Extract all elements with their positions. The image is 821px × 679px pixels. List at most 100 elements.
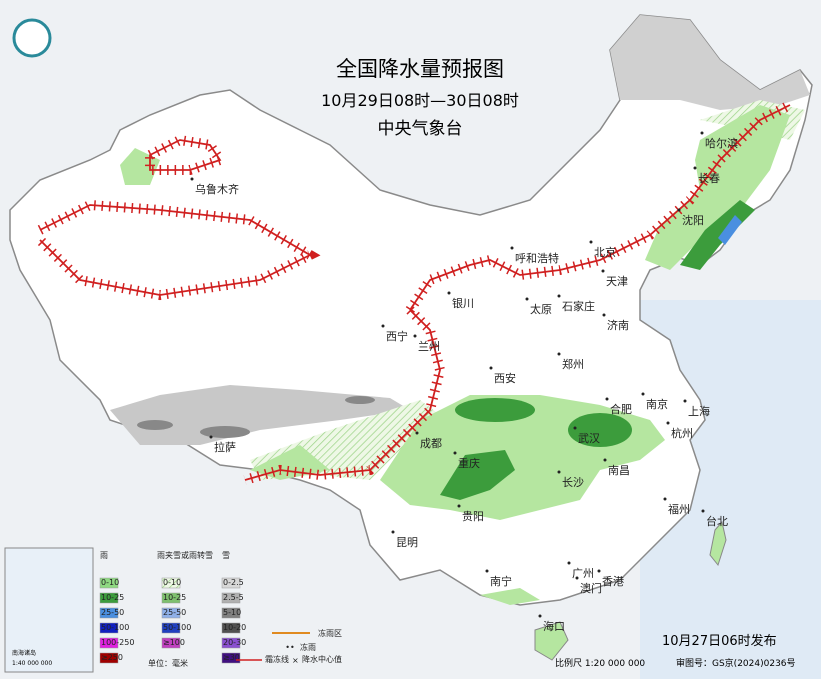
legend-title: 雪 xyxy=(222,551,230,560)
legend-dots: •• xyxy=(285,643,294,652)
legend-swatch xyxy=(221,592,241,604)
legend-label: ≥250 xyxy=(101,653,123,662)
snow-heavy xyxy=(200,426,250,438)
rain-heavy xyxy=(440,450,515,500)
city-dot xyxy=(683,399,687,403)
city-label: 沈阳 xyxy=(682,213,704,227)
city-label: 福州 xyxy=(668,502,690,516)
legend-label: 0-2.5 xyxy=(223,578,244,587)
legend-line-label: 冻雨 xyxy=(300,642,316,652)
city-dot xyxy=(605,397,609,401)
city-label: 贵阳 xyxy=(462,510,484,523)
legend-unit: 单位：毫米 xyxy=(148,658,188,668)
city-label: 哈尔滨 xyxy=(705,136,738,150)
city-label: 长沙 xyxy=(562,476,584,489)
legend-label: 25-50 xyxy=(163,608,186,617)
city-label: 西宁 xyxy=(386,329,408,343)
city-label: 重庆 xyxy=(458,456,480,470)
legend-label: 10-25 xyxy=(163,593,186,602)
rain-very-heavy xyxy=(718,215,742,245)
city-dot xyxy=(641,392,645,396)
city-dot xyxy=(677,208,681,212)
legend-label: 100-250 xyxy=(101,638,134,647)
legend-swatch xyxy=(221,577,241,589)
taiwan xyxy=(709,520,727,567)
city-dot xyxy=(457,504,461,508)
legend-line-label: 冻雨区 xyxy=(318,628,342,638)
legend-label: 0-10 xyxy=(163,578,181,587)
city-label: 济南 xyxy=(607,318,629,332)
snow-heavy xyxy=(345,396,375,404)
legend-swatch xyxy=(161,622,181,634)
city-label: 太原 xyxy=(530,303,552,316)
city-dot xyxy=(701,509,705,513)
city-label: 武汉 xyxy=(578,432,600,445)
inset-scale: 1:40 000 000 xyxy=(12,660,52,667)
legend-swatch xyxy=(99,577,119,589)
city-label: 香港 xyxy=(602,575,624,588)
city-dot xyxy=(601,269,605,273)
legend-label: 10-20 xyxy=(223,623,246,632)
legend-cross: × xyxy=(292,656,299,665)
city-label: 银川 xyxy=(452,296,474,310)
city-dot xyxy=(557,352,561,356)
legend-label: 20-30 xyxy=(223,638,246,647)
issuer: 中央气象台 xyxy=(378,119,463,139)
city-label: 昆明 xyxy=(396,536,418,549)
legend-swatch xyxy=(221,637,241,649)
inset-title: 南海诸岛 xyxy=(12,649,36,657)
frost-line xyxy=(36,100,793,485)
city-label: 拉萨 xyxy=(214,440,236,454)
legend-swatch xyxy=(221,607,241,619)
legend-line-label: 降水中心值 xyxy=(302,654,342,664)
city-dot xyxy=(391,530,395,534)
rain-area xyxy=(480,588,540,605)
city-label: 天津 xyxy=(606,275,628,288)
legend-label: 5-10 xyxy=(223,608,241,617)
snow-heavy xyxy=(137,420,173,430)
city-dot xyxy=(447,291,451,295)
legend-swatch xyxy=(99,592,119,604)
rain-heavy xyxy=(568,413,632,447)
city-label: 乌鲁木齐 xyxy=(195,182,239,196)
legend-swatch xyxy=(99,652,119,664)
city-dot xyxy=(602,313,606,317)
city-label: 兰州 xyxy=(418,340,440,353)
legend-swatch xyxy=(221,622,241,634)
legend-title: 雨 xyxy=(100,551,108,560)
city-dot xyxy=(663,497,667,501)
city-dot xyxy=(525,297,529,301)
legend-label: 2.5-5 xyxy=(223,593,244,602)
city-dot xyxy=(209,435,213,439)
city-label: 长春 xyxy=(698,172,720,185)
snow-area xyxy=(610,15,810,110)
legend-swatch xyxy=(99,607,119,619)
city-label: 广州 xyxy=(572,567,594,580)
legend-label: ≥30 xyxy=(223,653,240,662)
city-dot xyxy=(453,451,457,455)
legend-swatch xyxy=(99,622,119,634)
legend-swatch xyxy=(221,652,241,664)
city-dot xyxy=(603,458,607,462)
logo xyxy=(12,18,52,58)
legend-label: 50-100 xyxy=(101,623,129,632)
city-dot xyxy=(597,569,601,573)
city-dot xyxy=(538,614,542,618)
legend: 雨 0-10 10-25 25-50 50-100 100-250 ≥250 雨夹雪或雨转雪 0… xyxy=(99,550,342,668)
city-dot xyxy=(589,240,593,244)
city-dot xyxy=(190,177,194,181)
legend-swatch xyxy=(99,637,119,649)
city-dot xyxy=(489,366,493,370)
city-dot xyxy=(485,569,489,573)
city-label: 呼和浩特 xyxy=(515,251,559,265)
city-label: 杭州 xyxy=(671,426,693,440)
city-dot xyxy=(415,431,419,435)
review-number: 审图号：GS京(2024)0236号 xyxy=(676,657,796,669)
city-dot xyxy=(573,426,577,430)
city-label: 海口 xyxy=(543,619,565,633)
city-dot xyxy=(700,131,704,135)
snow-area xyxy=(110,385,410,445)
city-dot xyxy=(693,166,697,170)
legend-swatch xyxy=(161,607,181,619)
city-dot xyxy=(575,576,579,580)
